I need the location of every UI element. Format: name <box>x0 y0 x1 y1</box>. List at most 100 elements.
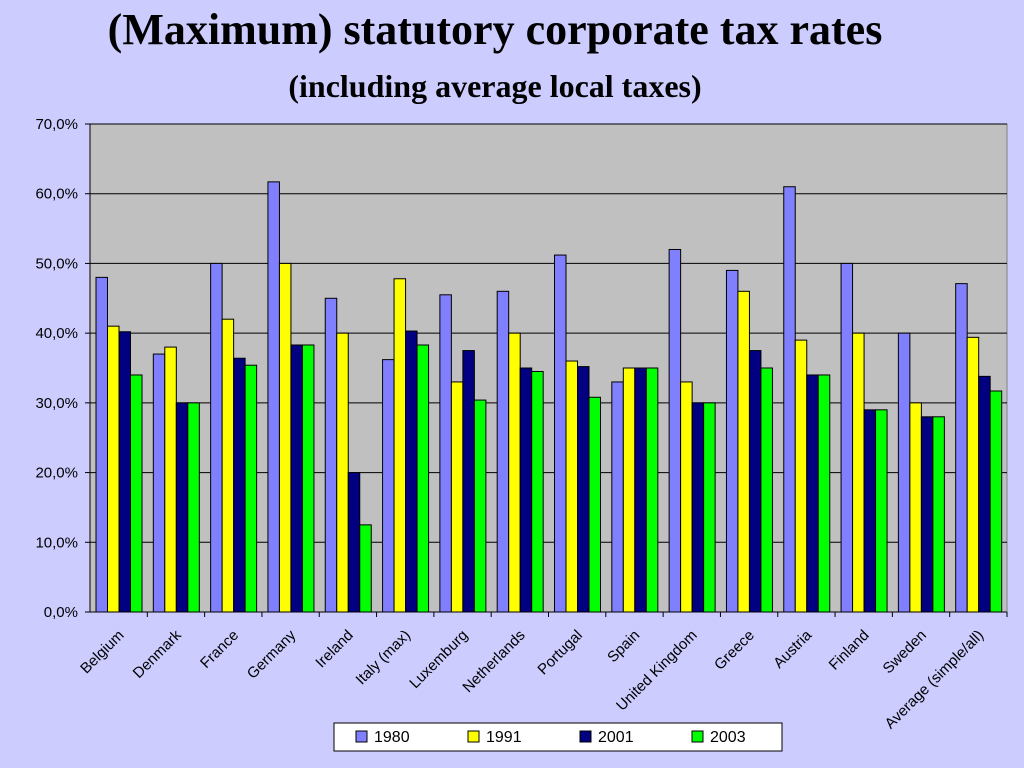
bar <box>301 344 315 613</box>
legend-swatch <box>467 730 480 743</box>
x-tick-labels: Belgium Denmark France Germany IrelandItaly … <box>77 626 987 732</box>
bar <box>897 332 911 613</box>
bars <box>95 181 1003 613</box>
y-tick-label: 50,0% <box>35 255 78 272</box>
bar <box>107 325 120 613</box>
bar <box>450 381 464 613</box>
y-tick-label: 10,0% <box>35 534 78 551</box>
bar <box>347 472 361 613</box>
bar <box>932 416 945 613</box>
bar <box>725 269 739 613</box>
y-tick-label: 0,0% <box>44 604 78 621</box>
bar <box>152 353 166 613</box>
bar <box>508 332 521 613</box>
bar <box>130 374 143 613</box>
y-tick-label: 60,0% <box>35 186 78 203</box>
x-tick-label: Ireland <box>312 627 356 671</box>
bar <box>852 332 865 613</box>
bar <box>462 350 475 613</box>
legend-label: 1980 <box>374 729 410 746</box>
bar <box>978 375 991 613</box>
x-tick-label: Average (simple/all) <box>882 627 988 733</box>
bar <box>989 390 1003 613</box>
bar <box>278 262 292 613</box>
y-tick-label: 20,0% <box>35 465 78 482</box>
slide-title: (Maximum) statutory corporate tax rates <box>107 5 883 54</box>
bar <box>748 350 762 613</box>
bar <box>382 359 395 613</box>
y-tick-label: 70,0% <box>35 116 78 133</box>
legend-box <box>333 722 783 752</box>
bar <box>783 186 796 613</box>
bar <box>405 330 418 613</box>
legend: 1980 1991 2001 2003 <box>333 722 783 752</box>
bar <box>439 294 452 613</box>
bar <box>118 331 131 613</box>
bar <box>875 409 888 613</box>
bar <box>966 336 980 613</box>
bar <box>611 381 624 613</box>
bar <box>221 318 235 613</box>
x-tick-label: Netherlands <box>459 627 528 696</box>
legend-label: 1991 <box>486 729 522 746</box>
bar <box>324 297 338 613</box>
bar <box>336 332 349 613</box>
bar <box>175 402 189 613</box>
x-tick-label: Spain <box>604 627 643 666</box>
bar <box>519 367 533 613</box>
bar <box>817 374 831 613</box>
bar <box>416 344 430 613</box>
bar <box>164 346 177 613</box>
x-tick-label: Austria <box>770 626 815 671</box>
bar <box>863 409 877 613</box>
slide-subtitle: (including average local taxes) <box>288 68 702 104</box>
bar <box>806 374 819 613</box>
bar <box>760 367 773 613</box>
bar <box>496 290 510 613</box>
legend-swatch <box>579 730 592 743</box>
y-tick-label: 40,0% <box>35 325 78 342</box>
bar <box>634 367 647 613</box>
bar <box>233 357 246 613</box>
bar <box>531 370 544 613</box>
bar <box>691 402 705 613</box>
legend-label: 2001 <box>598 729 634 746</box>
x-tick-label: Portugal <box>534 627 586 679</box>
x-tick-label: Finland <box>826 627 873 674</box>
bar <box>244 364 258 613</box>
bar <box>577 366 590 613</box>
bar <box>680 381 693 613</box>
bar <box>359 524 372 613</box>
bar <box>210 262 223 613</box>
x-tick-label: Belgium <box>77 627 127 677</box>
bar <box>920 416 934 613</box>
bar <box>588 396 601 613</box>
x-tick-label: Sweden <box>880 627 930 677</box>
bar <box>668 248 682 613</box>
bar <box>909 402 922 613</box>
bar <box>187 402 200 613</box>
bar <box>554 254 567 613</box>
bar <box>955 283 968 613</box>
bar <box>473 399 487 613</box>
bar <box>703 402 716 613</box>
bar <box>737 290 750 613</box>
bar <box>645 367 659 613</box>
bar <box>267 181 280 613</box>
bar <box>290 344 303 613</box>
bar <box>794 339 808 613</box>
legend-swatch <box>355 730 368 743</box>
y-tick-labels: 0,0% 10,0% 20,0% 30,0% 40,0% 50,0% 60,0% 70,0% <box>35 116 78 621</box>
x-tick-label: Italy (max) <box>353 627 415 689</box>
bar <box>95 276 108 613</box>
x-tick-label: Greece <box>711 627 758 674</box>
legend-label: 2003 <box>710 729 746 746</box>
legend-swatch <box>691 730 704 743</box>
bar <box>622 367 636 613</box>
bar <box>393 278 407 613</box>
y-tick-label: 30,0% <box>35 395 78 412</box>
x-tick-label: Denmark <box>130 626 185 681</box>
axes <box>85 123 1008 617</box>
x-tick-label: France <box>197 627 242 672</box>
